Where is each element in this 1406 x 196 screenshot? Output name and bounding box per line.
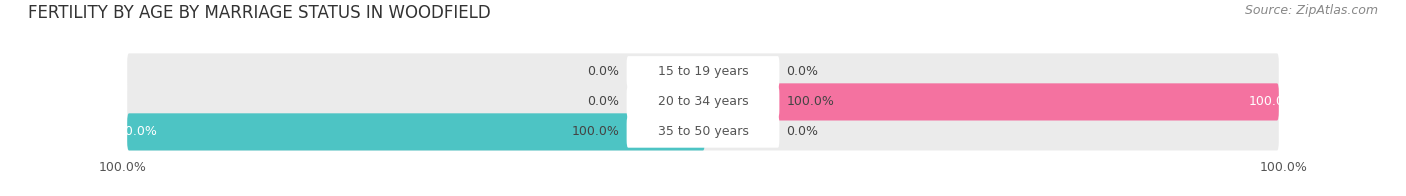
FancyBboxPatch shape: [627, 86, 779, 118]
FancyBboxPatch shape: [627, 116, 779, 148]
Text: Source: ZipAtlas.com: Source: ZipAtlas.com: [1244, 4, 1378, 17]
Text: FERTILITY BY AGE BY MARRIAGE STATUS IN WOODFIELD: FERTILITY BY AGE BY MARRIAGE STATUS IN W…: [28, 4, 491, 22]
Text: 100.0%: 100.0%: [110, 125, 157, 138]
Text: 0.0%: 0.0%: [588, 95, 620, 108]
Bar: [657, 95, 703, 108]
FancyBboxPatch shape: [627, 56, 779, 88]
FancyBboxPatch shape: [127, 113, 704, 151]
Text: 100.0%: 100.0%: [786, 95, 834, 108]
Text: 100.0%: 100.0%: [1260, 161, 1308, 174]
FancyBboxPatch shape: [127, 53, 1279, 91]
Text: 100.0%: 100.0%: [98, 161, 146, 174]
Bar: [703, 125, 749, 138]
Text: 20 to 34 years: 20 to 34 years: [658, 95, 748, 108]
Text: 15 to 19 years: 15 to 19 years: [658, 65, 748, 78]
Text: 100.0%: 100.0%: [1249, 95, 1296, 108]
Bar: [657, 65, 703, 78]
FancyBboxPatch shape: [127, 83, 1279, 121]
Text: 35 to 50 years: 35 to 50 years: [658, 125, 748, 138]
FancyBboxPatch shape: [127, 113, 1279, 151]
Text: 100.0%: 100.0%: [572, 125, 620, 138]
Legend: Married, Unmarried: Married, Unmarried: [602, 194, 804, 196]
FancyBboxPatch shape: [702, 83, 1279, 121]
Text: 0.0%: 0.0%: [588, 65, 620, 78]
Bar: [703, 65, 749, 78]
Text: 0.0%: 0.0%: [786, 65, 818, 78]
Text: 0.0%: 0.0%: [786, 125, 818, 138]
